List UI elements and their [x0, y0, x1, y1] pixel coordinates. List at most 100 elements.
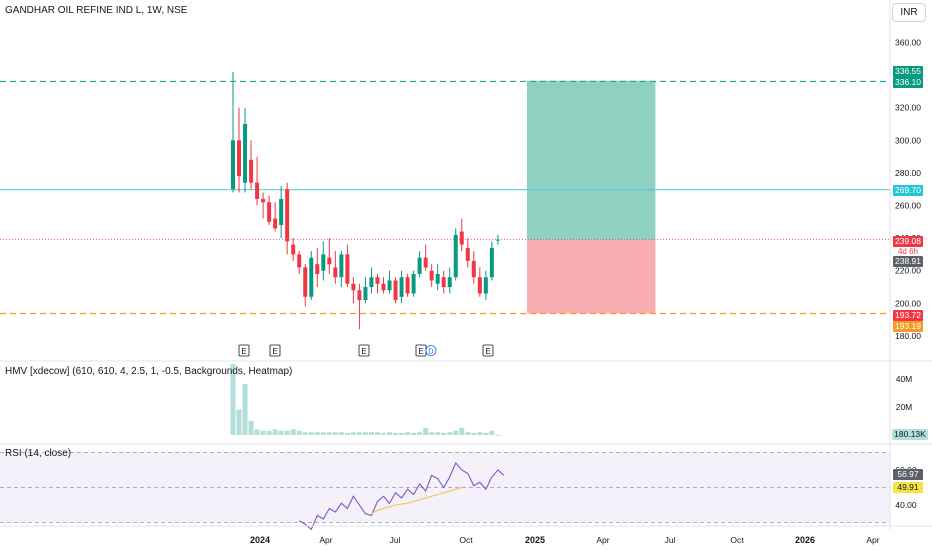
volume-bar[interactable]: [266, 430, 272, 435]
rsi-line[interactable]: [298, 461, 505, 531]
candle[interactable]: [459, 231, 464, 245]
volume-bar[interactable]: [338, 432, 344, 435]
candle[interactable]: [297, 254, 302, 268]
volume-bar[interactable]: [435, 432, 441, 435]
volume-bar[interactable]: [344, 432, 350, 435]
volume-bar[interactable]: [242, 383, 248, 435]
candle[interactable]: [309, 257, 314, 297]
volume-bar[interactable]: [453, 430, 459, 435]
candle[interactable]: [255, 182, 260, 199]
profit-zone[interactable]: [526, 80, 656, 240]
candle[interactable]: [441, 277, 446, 287]
earnings-marker[interactable]: [269, 344, 281, 357]
volume-bar[interactable]: [393, 432, 399, 435]
volume-bar[interactable]: [260, 430, 266, 435]
candle[interactable]: [363, 287, 368, 301]
candle[interactable]: [327, 257, 332, 265]
earnings-marker[interactable]: [358, 344, 370, 357]
earnings-marker[interactable]: [482, 344, 494, 357]
candle[interactable]: [447, 277, 452, 287]
candle[interactable]: [345, 254, 350, 284]
candle[interactable]: [405, 277, 410, 294]
candle[interactable]: [477, 277, 482, 294]
rsi-ma-line[interactable]: [371, 487, 462, 515]
candle[interactable]: [417, 257, 422, 274]
volume-bar[interactable]: [290, 429, 296, 435]
candle[interactable]: [231, 140, 235, 190]
candle[interactable]: [351, 283, 356, 291]
candle[interactable]: [375, 277, 380, 284]
volume-bar[interactable]: [441, 432, 447, 435]
candle[interactable]: [261, 198, 266, 203]
candle[interactable]: [279, 198, 284, 226]
volume-bar[interactable]: [314, 432, 320, 435]
dividend-marker[interactable]: [425, 345, 437, 356]
loss-zone[interactable]: [526, 239, 656, 314]
volume-bar[interactable]: [320, 432, 326, 435]
candle[interactable]: [291, 244, 296, 255]
earnings-marker[interactable]: [238, 344, 250, 357]
volume-bar[interactable]: [356, 432, 362, 435]
volume-bar[interactable]: [302, 432, 308, 435]
volume-bar[interactable]: [465, 432, 471, 435]
volume-bar[interactable]: [489, 430, 495, 435]
rsi-indicator-title[interactable]: RSI (14, close): [5, 448, 72, 459]
volume-bar[interactable]: [417, 432, 423, 435]
volume-bar[interactable]: [254, 429, 260, 435]
candle[interactable]: [249, 159, 254, 183]
candle[interactable]: [237, 140, 242, 177]
volume-bar[interactable]: [399, 432, 405, 435]
volume-bar[interactable]: [459, 427, 465, 435]
volume-pane[interactable]: [230, 364, 501, 436]
currency-selector[interactable]: INR: [892, 3, 926, 22]
candle[interactable]: [429, 270, 434, 281]
volume-bar[interactable]: [429, 432, 435, 435]
candle[interactable]: [303, 267, 308, 297]
volume-bar[interactable]: [308, 432, 314, 435]
volume-bar[interactable]: [381, 432, 386, 435]
volume-bar[interactable]: [411, 432, 417, 435]
volume-bar[interactable]: [387, 432, 393, 435]
candle[interactable]: [285, 189, 290, 242]
candle[interactable]: [423, 257, 428, 268]
candle[interactable]: [411, 273, 416, 294]
volume-bar[interactable]: [278, 430, 284, 435]
candle[interactable]: [483, 277, 488, 294]
volume-bar[interactable]: [350, 432, 356, 435]
candle[interactable]: [399, 277, 404, 297]
candle[interactable]: [471, 260, 476, 278]
volume-bar[interactable]: [471, 432, 477, 435]
candle[interactable]: [333, 267, 338, 278]
volume-bar[interactable]: [477, 432, 483, 435]
volume-bar[interactable]: [405, 432, 411, 435]
candle[interactable]: [267, 202, 272, 222]
volume-bar[interactable]: [248, 420, 254, 435]
candle[interactable]: [369, 277, 374, 287]
price-pane[interactable]: E E E E ED: [0, 71, 890, 357]
volume-bar[interactable]: [230, 364, 236, 435]
hmv-indicator-title[interactable]: HMV [xdecow] (610, 610, 4, 2.5, 1, -0.5,…: [5, 366, 293, 377]
volume-bar[interactable]: [332, 432, 338, 435]
volume-bar[interactable]: [368, 432, 374, 435]
volume-bar[interactable]: [326, 432, 332, 435]
candle[interactable]: [339, 254, 344, 278]
candle[interactable]: [435, 273, 440, 284]
volume-bar[interactable]: [362, 432, 368, 435]
volume-bar[interactable]: [296, 430, 302, 435]
candle[interactable]: [393, 280, 398, 301]
volume-bar[interactable]: [483, 432, 489, 435]
candle[interactable]: [357, 290, 362, 301]
candle[interactable]: [273, 218, 278, 229]
volume-bar[interactable]: [236, 409, 242, 435]
candle[interactable]: [321, 254, 326, 271]
volume-bar[interactable]: [495, 434, 501, 436]
volume-bar[interactable]: [374, 432, 380, 435]
candle[interactable]: [495, 239, 500, 241]
candle[interactable]: [381, 283, 386, 291]
volume-bar[interactable]: [423, 427, 429, 435]
candle[interactable]: [243, 124, 248, 183]
candle[interactable]: [465, 247, 470, 261]
volume-bar[interactable]: [447, 432, 453, 435]
volume-bar[interactable]: [272, 429, 278, 435]
